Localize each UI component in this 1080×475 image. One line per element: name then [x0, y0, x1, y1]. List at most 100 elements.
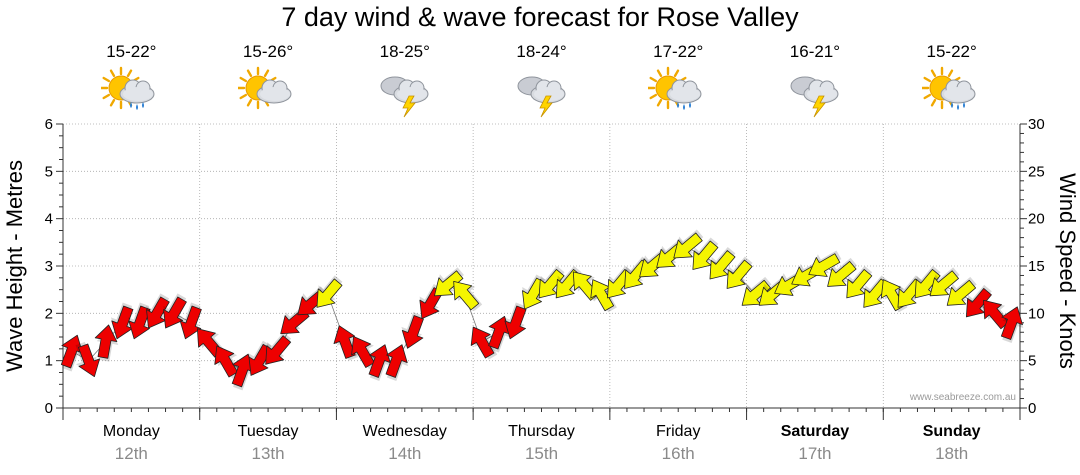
wind-arrow-shape: [726, 259, 753, 289]
wind-arrow: [265, 332, 292, 365]
watermark: www.seabreeze.com.au: [909, 392, 1016, 403]
right-tick-label: 30: [1028, 116, 1045, 133]
wind-arrow-shape: [1000, 306, 1023, 340]
day-name-label: Monday: [103, 423, 160, 440]
wind-arrow: [929, 267, 960, 297]
wind-arrow: [231, 353, 255, 391]
wind-arrow: [692, 237, 719, 270]
right-tick-label: 10: [1028, 305, 1045, 322]
thunderstorm-icon: [790, 76, 839, 118]
wind-arrow-shape: [78, 343, 101, 378]
temperature-range: 15-22°: [106, 42, 157, 61]
wind-arrow: [1000, 306, 1024, 344]
day-date-label: 13th: [252, 444, 285, 463]
left-tick-label: 3: [45, 258, 53, 275]
thunderstorm-icon: [517, 76, 565, 118]
wind-arrow: [110, 302, 134, 340]
wind-arrow: [94, 324, 119, 362]
wind-arrow-shape: [368, 344, 391, 378]
wind-arrow: [504, 302, 527, 340]
day-date-label: 17th: [798, 444, 831, 463]
wind-arrow: [673, 229, 704, 259]
wind-arrow-shape: [846, 269, 873, 299]
wind-arrow-shape: [163, 296, 187, 329]
right-tick-label: 20: [1028, 211, 1045, 228]
wind-arrow: [827, 257, 858, 287]
sun-cloud-icon: [238, 66, 292, 110]
wind-arrow: [983, 299, 1012, 330]
right-tick-label: 0: [1028, 400, 1036, 417]
wind-arrow: [453, 280, 483, 311]
wind-arrow-shape: [265, 335, 292, 365]
day-name-label: Wednesday: [363, 423, 447, 440]
wind-arrow: [60, 334, 84, 372]
temperature-range: 18-24°: [516, 42, 567, 61]
wind-arrow-shape: [316, 278, 343, 308]
wind-arrow-shape: [692, 240, 719, 270]
day-date-label: 12th: [115, 444, 148, 463]
wind-arrow-shape: [827, 260, 857, 287]
sun-cloud-showers-icon: [921, 66, 976, 110]
day-name-label: Friday: [656, 423, 700, 440]
wind-arrow: [351, 336, 378, 370]
sun-cloud-showers-icon: [648, 66, 702, 110]
right-tick-label: 25: [1028, 163, 1045, 180]
wind-arrow-shape: [470, 326, 495, 359]
wind-arrow: [946, 276, 977, 306]
temperature-range: 15-22°: [926, 42, 977, 61]
wind-arrow: [163, 293, 187, 329]
wind-arrow: [214, 345, 241, 379]
wind-arrow-shape: [214, 345, 239, 378]
wind-arrow-shape: [179, 305, 202, 340]
day-forecast: 15-22°: [884, 42, 1020, 118]
wind-arrow-shape: [929, 270, 959, 297]
day-name-label: Tuesday: [238, 423, 299, 440]
wind-arrow: [434, 267, 464, 297]
wind-arrow-shape: [504, 305, 527, 340]
wind-arrow: [401, 312, 424, 349]
wind-arrow-shape: [965, 288, 992, 318]
day-forecast: 15-26°: [200, 42, 336, 118]
wind-arrow-shape: [983, 299, 1009, 330]
temperature-range: 15-26°: [242, 42, 294, 61]
left-tick-label: 6: [45, 116, 53, 133]
wind-arrow-shape: [673, 232, 703, 259]
right-axis-title: Wind Speed - Knots: [1055, 173, 1080, 369]
left-tick-label: 2: [45, 305, 53, 322]
day-date-label: 18th: [935, 444, 968, 463]
temperature-range: 16-21°: [789, 42, 841, 61]
temperature-range: 17-22°: [653, 42, 704, 61]
day-date-label: 14th: [388, 444, 421, 463]
day-date-label: 15th: [525, 444, 558, 463]
wind-arrow: [709, 246, 736, 280]
left-tick-label: 1: [45, 353, 53, 370]
wind-arrow-shape: [808, 253, 841, 277]
left-axis-title: Wave Height - Metres: [2, 160, 27, 372]
right-tick-label: 5: [1028, 353, 1036, 370]
day-name-label: Thursday: [508, 423, 575, 440]
wind-arrow: [179, 302, 202, 340]
day-name-label: Sunday: [923, 423, 981, 440]
wind-arrow-shape: [453, 280, 480, 311]
wind-arrow: [965, 284, 992, 318]
wind-arrow-shape: [709, 250, 736, 280]
wind-arrow: [368, 344, 392, 381]
wind-arrow-shape: [351, 336, 375, 368]
chart-title: 7 day wind & wave forecast for Rose Vall…: [281, 2, 799, 32]
wind-arrow-shape: [94, 324, 118, 359]
wind-arrow: [316, 275, 343, 308]
wind-arrow: [726, 256, 753, 289]
wind-arrow-shape: [434, 270, 464, 297]
left-tick-label: 5: [45, 163, 53, 180]
wind-arrow-shape: [946, 279, 977, 306]
day-forecast: 17-22°: [610, 42, 746, 118]
wind-arrow: [846, 265, 873, 299]
left-tick-label: 4: [45, 211, 53, 228]
day-name-label: Saturday: [781, 423, 850, 440]
wind-arrow: [470, 326, 498, 360]
temperature-range: 18-25°: [379, 42, 430, 61]
day-forecast: 16-21°: [747, 42, 883, 118]
day-forecast: 18-24°: [474, 42, 610, 118]
wind-arrow: [808, 250, 842, 277]
